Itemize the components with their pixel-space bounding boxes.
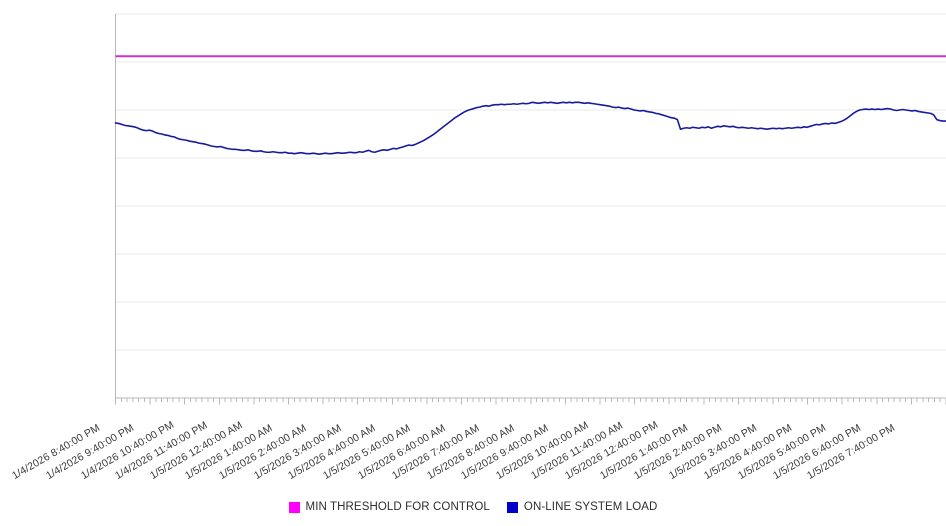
series-on-line-system-load: [114, 101, 946, 155]
legend-swatch-magenta: [288, 501, 300, 513]
gridlines: [115, 13, 946, 399]
legend-label-min-threshold-for-control: MIN THRESHOLD FOR CONTROL: [305, 501, 490, 513]
legend-label-on-line-system-load: ON-LINE SYSTEM LOAD: [523, 501, 658, 513]
legend-swatch-blue: [506, 501, 518, 513]
axis-ticks: [115, 398, 946, 405]
legend-item-min-threshold-for-control: MIN THRESHOLD FOR CONTROL: [288, 501, 490, 513]
legend-item-on-line-system-load: ON-LINE SYSTEM LOAD: [506, 501, 658, 513]
chart-legend: MIN THRESHOLD FOR CONTROL ON-LINE SYSTEM…: [0, 496, 946, 518]
